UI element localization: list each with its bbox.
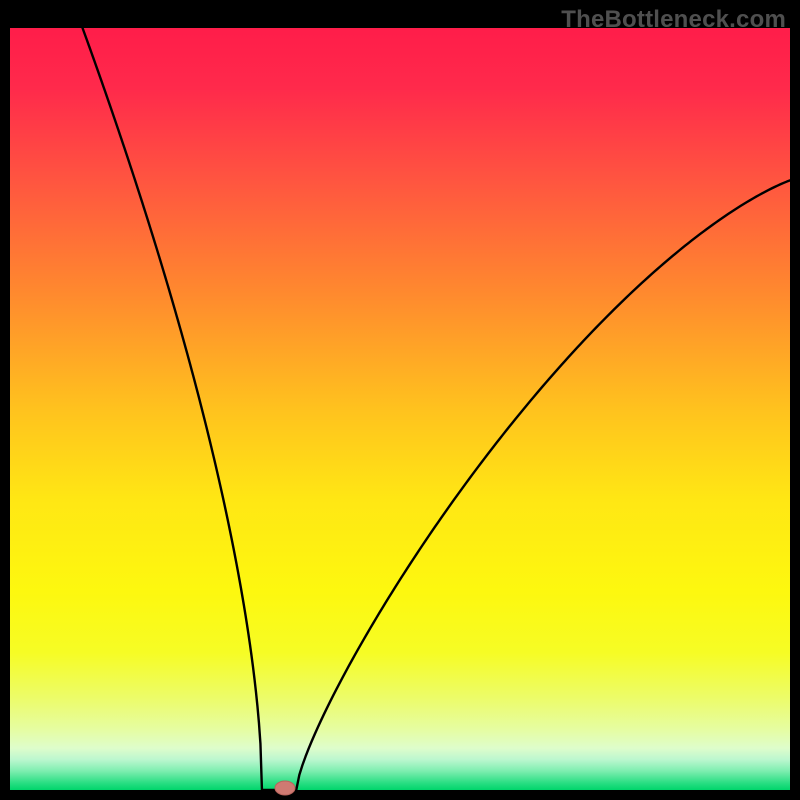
watermark-text: TheBottleneck.com xyxy=(561,6,786,34)
chart-stage: TheBottleneck.com xyxy=(0,0,800,800)
optimum-marker xyxy=(273,779,297,797)
gradient-background xyxy=(0,0,800,800)
